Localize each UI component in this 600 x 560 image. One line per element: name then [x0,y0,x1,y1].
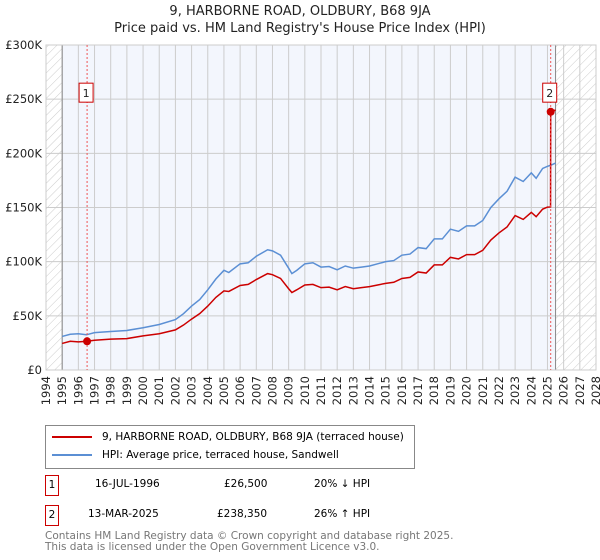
footer: Contains HM Land Registry data © Crown c… [45,531,453,553]
x-tick-label: 2006 [233,376,247,405]
sale-point [546,107,555,116]
x-tick-label: 2019 [443,376,457,405]
y-tick-label: £0 [27,363,42,377]
x-tick-label: 2024 [524,376,538,405]
x-tick-label: 2016 [395,376,409,405]
transaction-hpi: 26% ↑ HPI [314,508,371,520]
x-tick-label: 1999 [120,376,134,405]
sale-marker-label: 2 [546,87,553,100]
y-tick-label: £150K [5,201,42,215]
x-tick-label: 2023 [508,376,522,405]
x-tick-label: 2018 [427,376,441,405]
x-tick-label: 2002 [168,376,182,405]
price-paid-line [61,109,556,345]
x-tick-label: 2015 [379,376,393,405]
legend-item-hpi: HPI: Average price, terraced house, Sand… [52,447,339,463]
chart-title: 9, HARBORNE ROAD, OLDBURY, B68 9JA [169,4,431,19]
y-tick-label: £250K [5,92,42,106]
x-tick-label: 1996 [71,376,85,405]
x-tick-label: 2027 [573,376,587,405]
transaction-hpi: 20% ↓ HPI [314,478,371,490]
transaction-price: £26,500 [224,478,268,490]
transaction-date: 13-MAR-2025 [88,508,159,520]
x-tick-label: 2020 [460,376,474,405]
x-tick-label: 1994 [39,376,53,405]
x-tick-label: 2007 [249,376,263,405]
transaction-price: £238,350 [217,508,268,520]
x-tick-label: 2010 [298,376,312,405]
sale-point [83,337,92,346]
x-tick-label: 2017 [411,376,425,405]
hpi-line [61,162,556,338]
y-tick-label: £100K [5,255,42,269]
legend-label: 9, HARBORNE ROAD, OLDBURY, B68 9JA (terr… [102,431,404,443]
sale-marker-box [78,82,94,103]
y-tick-label: £200K [5,146,42,160]
x-tick-label: 2012 [330,376,344,405]
y-tick-label: £300K [5,38,42,52]
footer-licence: This data is licensed under the Open Gov… [45,541,380,553]
x-tick-label: 1998 [104,376,118,405]
x-tick-label: 2025 [540,376,554,405]
x-tick-label: 1995 [55,376,69,405]
plot-border [45,44,597,371]
footer-copyright: Contains HM Land Registry data © Crown c… [45,530,454,542]
x-tick-label: 2022 [492,376,506,405]
transaction-row: 2 13-MAR-2025 £238,350 26% ↑ HPI [45,505,600,527]
x-tick-label: 2005 [217,376,231,405]
sale-marker-box [542,82,558,103]
x-tick-label: 2013 [346,376,360,405]
marker-badge: 2 [45,505,59,526]
red-line-swatch [52,436,92,438]
sale-marker-label: 1 [83,87,90,100]
x-tick-label: 2021 [476,376,490,405]
y-tick-label: £50K [13,309,43,323]
x-tick-label: 2026 [557,376,571,405]
x-tick-label: 2028 [589,376,600,405]
chart-subtitle: Price paid vs. HM Land Registry's House … [114,21,486,36]
legend-label: HPI: Average price, terraced house, Sand… [102,449,339,461]
x-tick-label: 1997 [88,376,102,405]
x-tick-label: 2014 [363,376,377,405]
x-tick-label: 2011 [314,376,328,405]
legend: 9, HARBORNE ROAD, OLDBURY, B68 9JA (terr… [45,425,415,469]
legend-item-property: 9, HARBORNE ROAD, OLDBURY, B68 9JA (terr… [52,429,404,445]
marker-badge: 1 [45,475,59,496]
transaction-date: 16-JUL-1996 [95,478,160,490]
x-tick-label: 2000 [136,376,150,405]
transaction-row: 1 16-JUL-1996 £26,500 20% ↓ HPI [45,475,600,497]
blue-line-swatch [52,454,92,456]
x-tick-label: 2001 [152,376,166,405]
x-tick-label: 2008 [265,376,279,405]
x-tick-label: 2003 [185,376,199,405]
x-tick-label: 2009 [282,376,296,405]
x-tick-label: 2004 [201,376,215,405]
